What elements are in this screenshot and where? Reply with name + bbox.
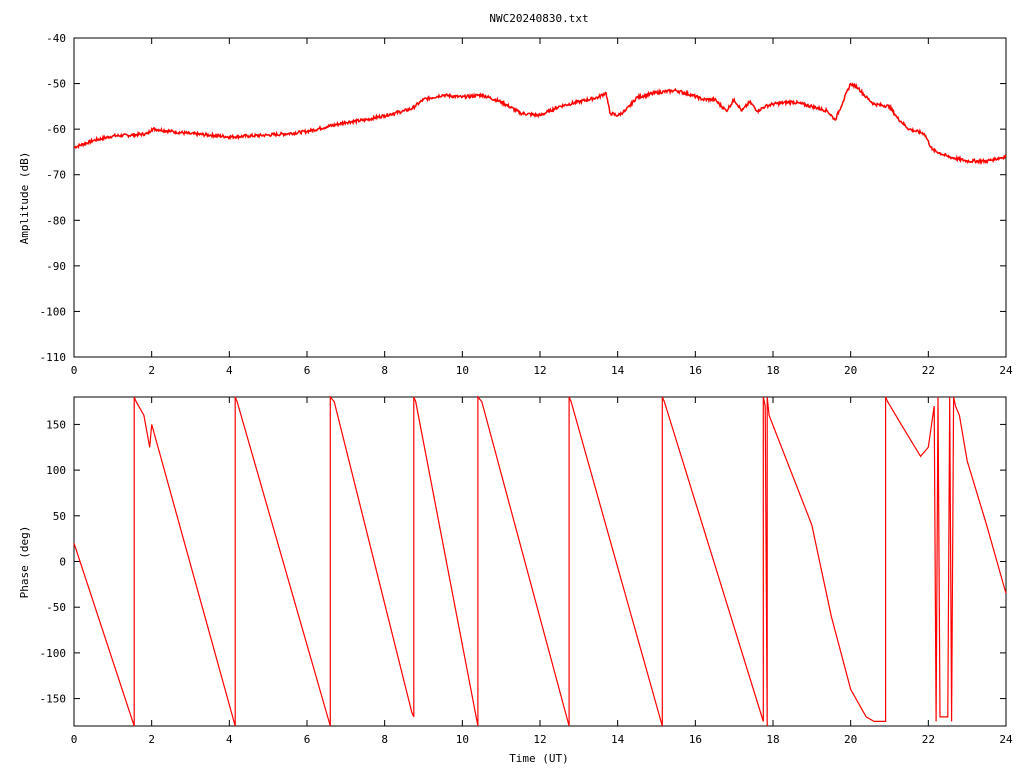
- amplitude-x-tick-label: 2: [148, 364, 155, 377]
- phase-x-tick-label: 22: [922, 733, 935, 746]
- amplitude-x-tick-label: 18: [766, 364, 779, 377]
- amplitude-y-tick-label: -60: [46, 123, 66, 136]
- phase-y-tick-label: -100: [40, 647, 67, 660]
- amplitude-x-tick-label: 24: [999, 364, 1013, 377]
- amplitude-y-axis-label: Amplitude (dB): [18, 152, 31, 245]
- amplitude-y-tick-label: -50: [46, 78, 66, 91]
- amplitude-y-tick-label: -80: [46, 214, 66, 227]
- phase-x-tick-label: 14: [611, 733, 625, 746]
- amplitude-x-tick-label: 14: [611, 364, 625, 377]
- phase-x-axis-label: Time (UT): [509, 752, 569, 765]
- phase-x-tick-label: 8: [381, 733, 388, 746]
- phase-x-tick-label: 2: [148, 733, 155, 746]
- amplitude-y-tick-label: -100: [40, 305, 67, 318]
- phase-x-tick-label: 4: [226, 733, 233, 746]
- amplitude-ticks: 0 2 4 6 8 10 12 14 16 18 20 22 24-40-50-60-70-80-90-…: [40, 32, 1013, 377]
- amplitude-panel: Amplitude (dB) 0 2 4 6 8 10 12 14 16 18 20 22 24-40-…: [18, 32, 1013, 377]
- amplitude-y-tick-label: -110: [40, 351, 67, 364]
- amplitude-plot-frame: [73, 37, 1007, 358]
- phase-y-tick-label: -50: [46, 601, 66, 614]
- amplitude-x-tick-label: 0: [71, 364, 78, 377]
- amplitude-y-tick-label: -90: [46, 260, 66, 273]
- phase-plot-frame: [73, 396, 1007, 727]
- amplitude-x-tick-label: 8: [381, 364, 388, 377]
- phase-x-tick-label: 0: [71, 733, 78, 746]
- phase-y-axis-label: Phase (deg): [18, 526, 31, 599]
- phase-x-tick-label: 6: [304, 733, 311, 746]
- amplitude-x-tick-label: 22: [922, 364, 935, 377]
- chart-title: NWC20240830.txt: [489, 12, 588, 25]
- phase-x-tick-label: 20: [844, 733, 857, 746]
- amplitude-x-tick-label: 20: [844, 364, 857, 377]
- amplitude-x-tick-label: 16: [689, 364, 702, 377]
- phase-y-tick-label: 100: [46, 464, 66, 477]
- amplitude-series-line: [73, 82, 1007, 166]
- phase-x-tick-label: 12: [533, 733, 546, 746]
- phase-x-tick-label: 10: [456, 733, 469, 746]
- amplitude-y-tick-label: -40: [46, 32, 66, 45]
- amplitude-x-tick-label: 4: [226, 364, 233, 377]
- phase-y-tick-label: -150: [40, 693, 67, 706]
- amplitude-x-tick-label: 6: [304, 364, 311, 377]
- phase-x-tick-label: 16: [689, 733, 702, 746]
- phase-y-tick-label: 0: [59, 556, 66, 569]
- phase-panel: Phase (deg) Time (UT) 0 2 4 6 8 10 12 14 16 18 20 2…: [18, 395, 1013, 765]
- phase-series-line: [73, 395, 1007, 727]
- amplitude-x-tick-label: 12: [533, 364, 546, 377]
- amplitude-x-tick-label: 10: [456, 364, 469, 377]
- amplitude-y-tick-label: -70: [46, 169, 66, 182]
- phase-ticks: 0 2 4 6 8 10 12 14 16 18 20 22 24150100500-50-100-15…: [40, 397, 1013, 746]
- phase-y-tick-label: 50: [53, 510, 66, 523]
- phase-x-tick-label: 18: [766, 733, 779, 746]
- phase-y-tick-label: 150: [46, 418, 66, 431]
- phase-x-tick-label: 24: [999, 733, 1013, 746]
